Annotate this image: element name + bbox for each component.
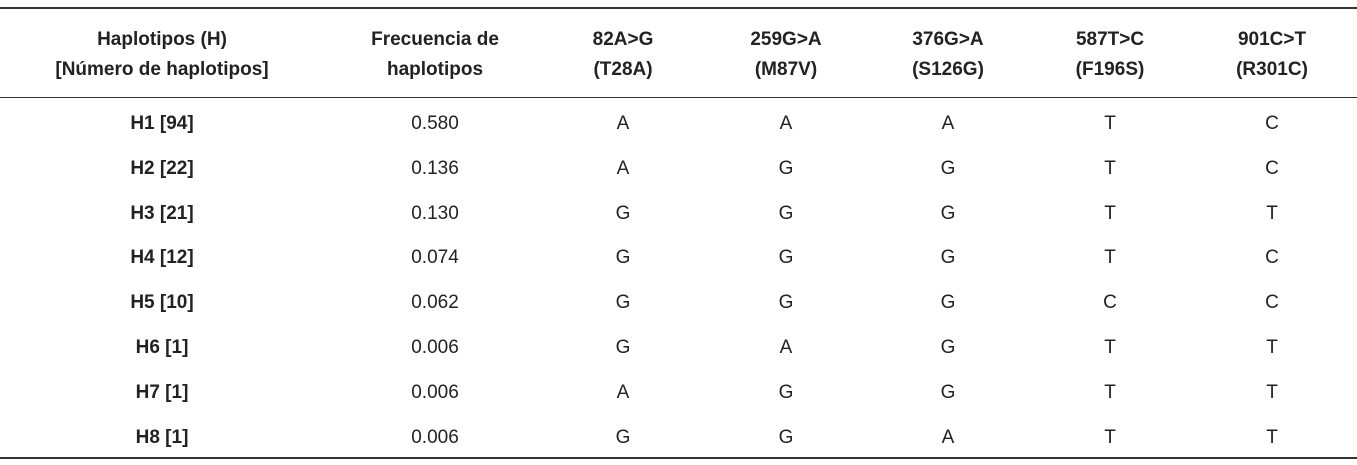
table-cell: G <box>940 247 956 269</box>
table-cell: H2 [22] <box>130 157 194 179</box>
table-cell: A <box>616 157 630 179</box>
table-cell: H7 [1] <box>135 381 189 403</box>
table-cell: C <box>1265 157 1279 179</box>
table-cell: H8 [1] <box>135 426 189 448</box>
header-cell: 901C>T <box>1237 29 1307 50</box>
header-cell: Haplotipos (H) <box>97 29 227 50</box>
bottom-rule <box>0 457 1357 459</box>
top-rule <box>0 7 1357 9</box>
table-cell: 0.074 <box>411 247 459 269</box>
table-cell: C <box>1265 247 1279 269</box>
table-cell: 0.006 <box>411 381 459 403</box>
table-cell: 0.006 <box>411 337 459 358</box>
table-cell: T <box>1104 381 1116 403</box>
header-cell: Frecuencia de <box>371 29 499 50</box>
header-cell: (M87V) <box>754 59 818 80</box>
header-cell: (S126G) <box>912 59 984 80</box>
header-cell: 82A>G <box>592 29 654 50</box>
table-cell: H5 [10] <box>130 292 194 314</box>
table-cell: G <box>615 202 631 224</box>
table-cell: G <box>778 202 794 224</box>
table-cell: C <box>1103 292 1117 314</box>
table-cell: 0.136 <box>411 157 459 179</box>
table-cell: T <box>1266 202 1278 224</box>
table-cell: A <box>941 426 955 448</box>
table-cell: H1 [94] <box>130 113 194 134</box>
header-cell: [Número de haplotipos] <box>55 59 269 80</box>
table-cell: H6 [1] <box>135 337 189 358</box>
table-cell: G <box>778 426 794 448</box>
table-cell: T <box>1104 157 1116 179</box>
table-cell: 0.062 <box>411 292 459 314</box>
table-cell: G <box>615 337 631 358</box>
header-cell: haplotipos <box>386 59 484 80</box>
table-cell: 0.130 <box>411 202 459 224</box>
header-cell: 376G>A <box>912 29 984 50</box>
header-cell: 259G>A <box>750 29 822 50</box>
table-cell: T <box>1104 337 1116 358</box>
table-cell: G <box>940 381 956 403</box>
table-cell: G <box>778 157 794 179</box>
table-cell: 0.580 <box>411 113 459 134</box>
table-cell: G <box>615 247 631 269</box>
table-cell: T <box>1104 247 1116 269</box>
table-cell: G <box>615 426 631 448</box>
table-cell: G <box>778 292 794 314</box>
table-cell: C <box>1265 113 1279 134</box>
table-cell: G <box>778 247 794 269</box>
header-cell: (T28A) <box>593 59 653 80</box>
table-cell: G <box>940 157 956 179</box>
table-cell: G <box>940 202 956 224</box>
table-cell: A <box>616 113 630 134</box>
header-cell: (F196S) <box>1075 59 1145 80</box>
table-cell: T <box>1266 337 1278 358</box>
table-cell: T <box>1104 113 1116 134</box>
header-rule <box>0 97 1357 98</box>
table-cell: A <box>941 113 955 134</box>
header-cell: 587T>C <box>1075 29 1145 50</box>
table-cell: G <box>940 292 956 314</box>
table-cell: A <box>779 337 793 358</box>
table-cell: H4 [12] <box>130 247 194 269</box>
table-cell: G <box>778 381 794 403</box>
table-cell: T <box>1266 426 1278 448</box>
table-cell: T <box>1266 381 1278 403</box>
table-cell: H3 [21] <box>130 202 194 224</box>
table-cell: G <box>615 292 631 314</box>
table-cell: A <box>616 381 630 403</box>
table-cell: G <box>940 337 956 358</box>
table-cell: T <box>1104 202 1116 224</box>
table-cell: T <box>1104 426 1116 448</box>
table-cell: C <box>1265 292 1279 314</box>
table-cell: 0.006 <box>411 426 459 448</box>
header-cell: (R301C) <box>1236 59 1308 80</box>
table-cell: A <box>779 113 793 134</box>
